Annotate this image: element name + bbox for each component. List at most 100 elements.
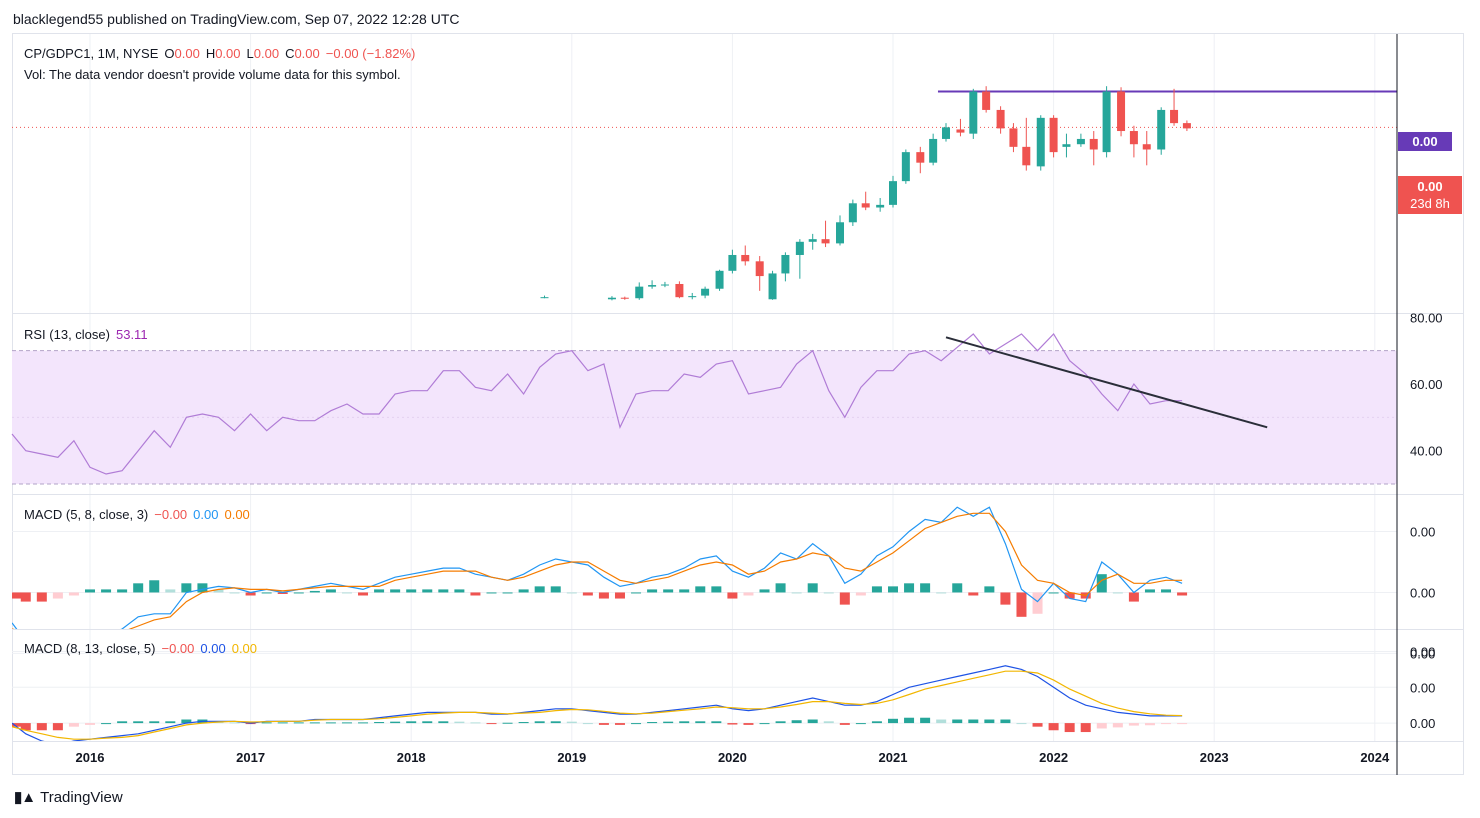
macd1-histogram-bar [133,583,144,593]
tradingview-brand[interactable]: ▮▲ TradingView [14,788,123,807]
macd1-histogram-bar [631,592,642,594]
macd1-legend[interactable]: MACD (5, 8, close, 3) −0.00 0.00 0.00 [24,507,256,522]
macd2-histogram-bar [711,721,722,724]
macd2-histogram-bar [920,717,931,724]
macd1-histogram-bar [791,592,802,594]
x-tick-label: 2020 [718,750,747,765]
candle-up [808,239,817,242]
macd1-name[interactable]: MACD (5, 8, close, 3) [24,507,149,522]
macd2-histogram-bar [133,721,144,724]
macd2-histogram-bar [341,722,352,724]
macd1-histogram-bar [1096,574,1107,593]
macd2-histogram-bar [663,721,674,724]
macd2-histogram-bar [1048,723,1059,731]
symbol-label[interactable]: CP/GDPC1, 1M, NYSE [24,46,159,61]
macd2-macd-line [12,665,1183,741]
macd1-histogram-bar [1016,592,1027,617]
macd2-histogram-bar [791,720,802,724]
x-tick-label: 2019 [557,750,586,765]
candle-up [795,241,804,255]
close-label: C [285,46,295,61]
candle-down [956,129,965,133]
price-pane [12,86,1397,301]
macd2-histogram-bar [855,723,866,725]
macd2-histogram-bar [727,723,738,725]
macd1-histogram-bar [85,589,95,593]
rsi-name[interactable]: RSI (13, close) [24,327,110,342]
macd1-histogram-bar [920,583,931,593]
macd1-histogram-bar [1112,592,1123,594]
candle-up [848,203,857,223]
macd1-histogram-bar [438,589,449,593]
main-legend[interactable]: CP/GDPC1, 1M, NYSE O0.00 H0.00 L0.00 C0.00 −0… [24,46,421,61]
macd2-signal-line [12,670,1183,740]
candle-up [660,284,669,286]
macd1-macd-value: 0.00 [193,507,219,522]
candle-down [982,91,991,110]
x-tick-label: 2017 [236,750,265,765]
rsi-y-tick-label: 40.00 [1410,444,1443,459]
candle-down [755,261,764,277]
candle-up [1157,109,1166,150]
macd1-histogram-bar [454,589,465,593]
candle-up [728,254,737,271]
high-value: 0.00 [215,46,241,61]
macd1-histogram-bar [807,583,818,593]
x-tick-label: 2023 [1200,750,1229,765]
macd1-histogram-bar [855,592,866,596]
candle-up [969,91,978,134]
macd2-name[interactable]: MACD (8, 13, close, 5) [24,641,156,656]
countdown-value: 23d 8h [1410,196,1450,211]
candle-up [889,181,897,205]
macd1-histogram-bar [695,586,706,593]
macd1-histogram-bar [647,589,658,593]
macd1-histogram-bar [582,592,593,596]
macd2-histogram-bar [1064,723,1075,733]
macd2-histogram-bar [12,723,21,727]
macd2-histogram-bar [470,722,481,724]
x-tick-label: 2021 [879,750,908,765]
macd1-histogram-bar [775,583,786,593]
macd2-histogram-bar [1032,723,1043,727]
candle-down [741,254,750,262]
macd2-y-tick-label: 0.00 [1410,680,1435,695]
last-price-value: 0.00 [1417,179,1443,194]
macd1-histogram-bar [534,586,545,593]
macd1-histogram-bar [502,592,513,594]
macd1-histogram-bar [181,583,192,593]
candle-down [620,297,629,299]
macd2-histogram-bar [743,723,754,725]
macd1-histogram-bar [1032,592,1043,614]
macd1-histogram-bar [374,589,385,593]
macd2-histogram-bar [566,721,577,724]
macd1-histogram-bar [871,586,882,593]
close-value: 0.00 [294,46,320,61]
macd2-histogram-bar [502,722,513,724]
macd1-histogram-bar [229,592,240,594]
macd1-histogram-bar [277,592,288,594]
candle-up [836,222,845,244]
macd1-hist-value: −0.00 [154,507,188,522]
macd1-y-tick-label: 0.00 [1410,585,1435,600]
macd1-histogram-bar [358,592,369,596]
macd2-histogram-bar [117,721,128,724]
macd2-histogram-bar [293,722,304,724]
macd2-histogram-bar [807,719,818,724]
rsi-line [11,333,1183,475]
macd2-signal-value: 0.00 [231,641,258,656]
rsi-pane [11,333,1397,485]
macd1-histogram-bar [165,589,176,593]
macd2-pane [12,665,1188,741]
candle-down [1170,109,1179,124]
rsi-legend[interactable]: RSI (13, close) 53.11 [24,327,154,342]
macd2-histogram-bar [775,721,786,724]
macd2-legend[interactable]: MACD (8, 13, close, 5) −0.00 0.00 0.00 [24,641,263,656]
macd2-histogram-bar [904,717,915,724]
macd1-histogram-bar [261,592,272,594]
macd1-histogram-bar [36,592,47,602]
macd1-histogram-bar [1161,589,1172,593]
macd2-histogram-bar [968,719,979,724]
candle-down [1009,128,1018,147]
macd1-signal-value: 0.00 [224,507,250,522]
